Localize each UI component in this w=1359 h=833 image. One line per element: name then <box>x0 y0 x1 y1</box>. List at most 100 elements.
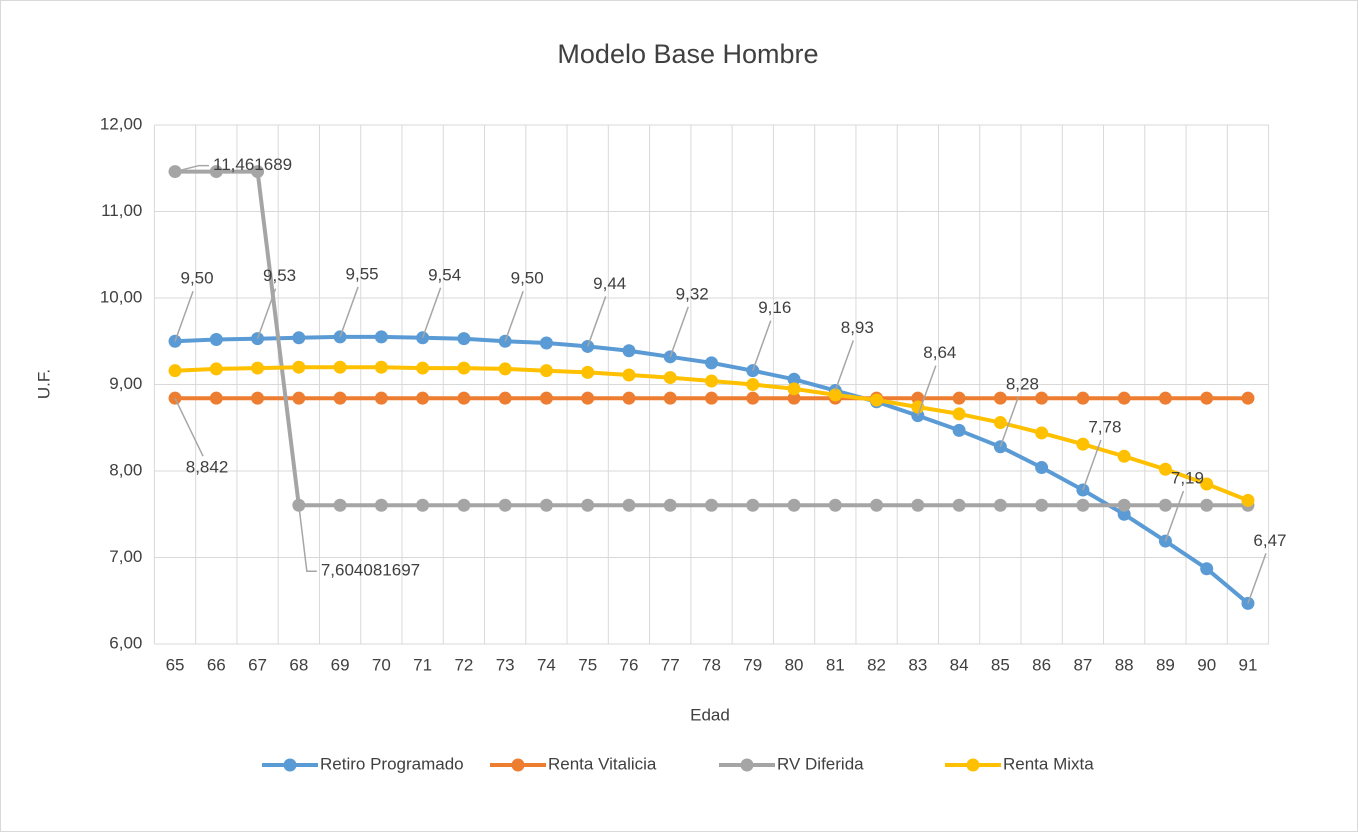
x-tick-label: 74 <box>537 655 556 674</box>
x-tick-label: 90 <box>1197 655 1216 674</box>
x-tick-label: 87 <box>1073 655 1092 674</box>
data-point <box>1076 391 1090 405</box>
legend-marker <box>740 758 754 772</box>
y-tick-label: 12,00 <box>100 114 143 133</box>
data-point <box>581 365 595 379</box>
x-tick-label: 89 <box>1156 655 1175 674</box>
y-tick-label: 7,00 <box>109 547 142 566</box>
data-point <box>952 423 966 437</box>
x-tick-label: 91 <box>1239 655 1258 674</box>
data-label: 11,461689 <box>213 155 292 174</box>
data-point <box>539 336 553 350</box>
data-point <box>1117 498 1131 512</box>
data-point <box>333 498 347 512</box>
leader-line <box>504 290 524 342</box>
data-point <box>1241 493 1255 507</box>
data-label: 9,32 <box>676 284 709 303</box>
data-point <box>993 416 1007 430</box>
x-tick-label: 75 <box>578 655 597 674</box>
leader-line <box>1247 553 1267 604</box>
data-point <box>705 374 718 388</box>
data-point <box>705 391 718 405</box>
data-point <box>622 368 636 382</box>
data-point <box>663 371 677 385</box>
data-label: 9,50 <box>180 269 213 288</box>
legend-label: Renta Vitalicia <box>548 754 657 773</box>
leader-line <box>298 505 317 572</box>
x-tick-label: 86 <box>1032 655 1051 674</box>
data-point <box>828 388 842 402</box>
x-tick-label: 79 <box>743 655 762 674</box>
data-point <box>622 344 636 358</box>
data-point <box>374 360 388 374</box>
leader-line <box>752 320 772 371</box>
data-point <box>1117 449 1131 463</box>
data-point <box>746 391 760 405</box>
data-point <box>457 498 471 512</box>
y-tick-label: 9,00 <box>109 374 142 393</box>
data-point <box>251 165 265 179</box>
data-label: 8,28 <box>1006 374 1039 393</box>
data-point <box>1200 391 1214 405</box>
data-point <box>952 391 966 405</box>
data-point <box>911 498 925 512</box>
data-point <box>539 391 553 405</box>
data-point <box>622 391 636 405</box>
legend-marker <box>966 758 980 772</box>
x-tick-label: 73 <box>496 655 515 674</box>
x-tick-label: 84 <box>950 655 969 674</box>
data-point <box>209 333 223 347</box>
data-label: 6,47 <box>1253 531 1286 550</box>
data-point <box>581 498 595 512</box>
leader-line <box>834 340 855 391</box>
data-point <box>292 331 306 345</box>
y-tick-label: 11,00 <box>101 201 142 220</box>
data-point <box>209 391 223 405</box>
leader-line <box>586 296 607 347</box>
data-point <box>333 360 347 374</box>
data-point <box>292 391 306 405</box>
data-label: 7,19 <box>1171 469 1204 488</box>
x-tick-label: 68 <box>289 655 308 674</box>
data-point <box>663 498 677 512</box>
leader-line <box>669 306 689 358</box>
data-point <box>911 400 925 414</box>
leader-line <box>174 397 204 457</box>
data-label: 9,16 <box>758 298 791 317</box>
x-tick-label: 70 <box>372 655 391 674</box>
data-label: 7,604081697 <box>321 561 420 580</box>
y-tick-label: 10,00 <box>100 287 143 306</box>
x-tick-label: 65 <box>166 655 185 674</box>
data-label: 9,54 <box>428 265 461 284</box>
leader-line <box>999 396 1020 448</box>
data-point <box>787 391 801 405</box>
data-point <box>787 382 801 396</box>
data-point <box>1076 437 1090 451</box>
leader-line <box>1164 490 1185 542</box>
y-axis-label: U.F. <box>34 369 53 399</box>
data-point <box>1158 498 1172 512</box>
data-point <box>374 498 388 512</box>
data-label: 9,55 <box>346 264 379 283</box>
data-point <box>1158 391 1172 405</box>
leader-line <box>1082 439 1102 491</box>
x-axis-label: Edad <box>690 705 730 724</box>
data-point <box>209 165 223 179</box>
data-point <box>333 391 347 405</box>
data-point <box>416 498 430 512</box>
data-point <box>498 391 512 405</box>
x-tick-label: 78 <box>702 655 721 674</box>
data-point <box>539 498 553 512</box>
x-tick-label: 67 <box>248 655 267 674</box>
data-point <box>1035 391 1049 405</box>
x-tick-label: 71 <box>413 655 432 674</box>
data-point <box>1035 426 1049 440</box>
data-point <box>168 364 182 378</box>
leader-line <box>917 365 937 416</box>
x-tick-label: 85 <box>991 655 1010 674</box>
legend-label: Renta Mixta <box>1003 754 1094 773</box>
x-tick-label: 80 <box>785 655 804 674</box>
data-point <box>746 378 760 391</box>
data-point <box>1200 477 1214 491</box>
leader-line <box>256 288 277 339</box>
